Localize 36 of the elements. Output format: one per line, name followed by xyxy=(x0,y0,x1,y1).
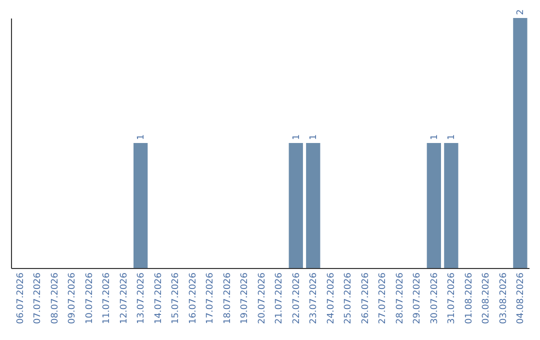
x-tick-label: 26.07.2026 xyxy=(360,272,371,324)
x-tick-label: 17.07.2026 xyxy=(206,272,216,324)
x-tick-label: 16.07.2026 xyxy=(188,272,198,324)
data-label: 1 xyxy=(292,134,302,140)
x-tick-label: 13.07.2026 xyxy=(136,272,147,324)
x-tick-label: 11.07.2026 xyxy=(102,272,112,324)
data-label: 1 xyxy=(430,134,440,140)
x-tick-label: 01.08.2026 xyxy=(464,272,474,324)
x-tick-label: 31.07.2026 xyxy=(447,272,458,324)
x-tick-label: 14.07.2026 xyxy=(154,272,164,324)
x-tick-label: 29.07.2026 xyxy=(412,272,423,324)
x-tick-label: 23.07.2026 xyxy=(309,272,320,324)
x-tick-label: 21.07.2026 xyxy=(274,272,285,324)
x-tick-label: 19.07.2026 xyxy=(240,272,250,324)
x-tick-label: 24.07.2026 xyxy=(326,272,336,324)
data-label: 1 xyxy=(136,134,147,140)
x-tick-label: 10.07.2026 xyxy=(84,272,95,324)
x-tick-label: 27.07.2026 xyxy=(378,272,388,324)
data-label: 1 xyxy=(309,134,320,140)
x-tick-label: 02.08.2026 xyxy=(482,272,492,324)
x-tick-label: 06.07.2026 xyxy=(16,272,26,324)
x-tick-label: 18.07.2026 xyxy=(222,272,233,324)
x-tick-label: 30.07.2026 xyxy=(430,272,440,324)
x-tick-label: 12.07.2026 xyxy=(119,272,130,324)
x-tick-label: 20.07.2026 xyxy=(257,272,268,324)
x-tick-label: 04.08.2026 xyxy=(516,272,526,324)
data-label: 2 xyxy=(516,9,526,15)
x-tick-label: 07.07.2026 xyxy=(33,272,44,324)
data-label: 1 xyxy=(447,134,458,140)
x-tick-label: 09.07.2026 xyxy=(68,272,78,324)
x-tick-label: 28.07.2026 xyxy=(395,272,406,324)
x-tick-label: 08.07.2026 xyxy=(50,272,60,324)
x-tick-label: 15.07.2026 xyxy=(171,272,182,324)
x-tick-label: 22.07.2026 xyxy=(292,272,302,324)
x-tick-label: 25.07.2026 xyxy=(344,272,354,324)
x-tick-label: 03.08.2026 xyxy=(498,272,509,324)
